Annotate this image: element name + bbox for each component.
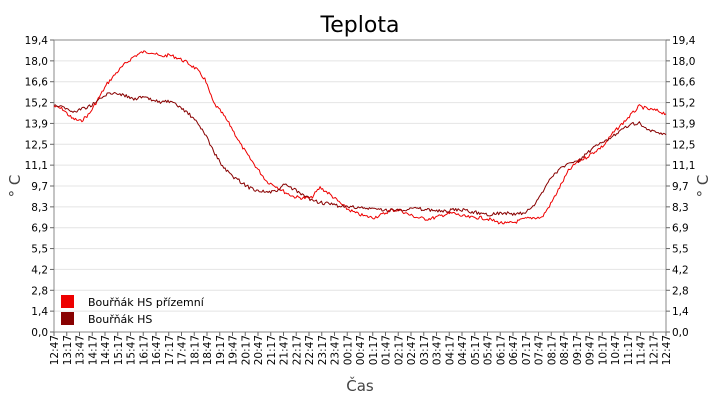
series-layer	[53, 50, 667, 225]
y-tick-label-right: 18,0	[672, 56, 695, 68]
x-tick-label: 12:47	[661, 335, 673, 365]
x-tick-label: 20:47	[253, 335, 265, 365]
y-tick-label-right: 12,5	[672, 139, 695, 151]
x-tick-label: 07:47	[534, 335, 546, 365]
x-tick-label: 00:17	[342, 335, 354, 365]
x-tick-label: 10:17	[597, 335, 609, 365]
x-tick-label: 12:17	[648, 335, 660, 365]
y-tick-label-right: 8,3	[672, 202, 689, 214]
x-tick-label: 14:47	[100, 335, 112, 365]
x-tick-label: 00:47	[355, 335, 367, 365]
x-tick-label: 20:17	[240, 335, 252, 365]
x-tick-label: 16:17	[138, 335, 150, 365]
x-tick-label: 02:47	[406, 335, 418, 365]
y-tick-label: 15,2	[25, 98, 48, 110]
y-tick-label: 9,7	[31, 181, 48, 193]
legend-swatch-1	[61, 295, 74, 308]
x-tick-label: 05:47	[483, 335, 495, 365]
chart-title: Teplota	[320, 13, 400, 38]
y-tick-label-right: 11,1	[672, 160, 695, 172]
y-tick-label: 5,5	[31, 244, 48, 256]
y-tick-label: 12,5	[25, 139, 48, 151]
grid-lines	[54, 60, 666, 312]
x-tick-label: 23:47	[330, 335, 342, 365]
y-tick-label: 8,3	[31, 202, 48, 214]
y-tick-label-right: 6,9	[672, 223, 689, 235]
x-tick-label: 16:47	[151, 335, 163, 365]
x-tick-label: 10:47	[610, 335, 622, 365]
y-tick-label-right: 2,8	[672, 285, 689, 297]
legend-swatch-2	[61, 312, 74, 325]
x-tick-label: 09:47	[585, 335, 597, 365]
x-tick-label: 08:17	[546, 335, 558, 365]
x-tick-label: 18:17	[189, 335, 201, 365]
x-tick-label: 14:17	[87, 335, 99, 365]
x-tick-label: 04:47	[457, 335, 469, 365]
x-tick-label: 17:47	[177, 335, 189, 365]
y-tick-label: 0,0	[31, 327, 48, 339]
y-tick-labels: 0,0 0,0 1,4 1,4 2,8 2,8 4,2 4,2 5,5 5,5 6,9 6,9 8,3 8…	[25, 35, 696, 339]
x-tick-label: 02:17	[393, 335, 405, 365]
y-tick-label: 11,1	[25, 160, 48, 172]
x-tick-label: 22:47	[304, 335, 316, 365]
x-tick-label: 11:17	[623, 335, 635, 365]
x-tick-label: 04:17	[444, 335, 456, 365]
y-tick-label: 19,4	[25, 35, 49, 47]
x-tick-label: 03:17	[419, 335, 431, 365]
x-tick-label: 08:47	[559, 335, 571, 365]
legend-label-2: Bouřňák HS	[88, 313, 152, 326]
y-tick-label-right: 4,2	[672, 264, 689, 276]
x-tick-label: 09:17	[572, 335, 584, 365]
series-line-2	[53, 92, 667, 217]
x-tick-label: 21:17	[266, 335, 278, 365]
y-tick-label: 18,0	[25, 56, 48, 68]
x-tick-label: 12:47	[49, 335, 61, 365]
y-tick-label-right: 16,6	[672, 77, 696, 89]
x-tick-label: 22:17	[291, 335, 303, 365]
x-tick-label: 07:17	[521, 335, 533, 365]
y-tick-label-right: 5,5	[672, 244, 689, 256]
x-axis-label: Čas	[346, 376, 374, 395]
y-tick-label-right: 13,9	[672, 118, 695, 130]
y-tick-label-right: 15,2	[672, 98, 695, 110]
x-tick-label: 19:17	[215, 335, 227, 365]
series-line-1	[53, 50, 667, 225]
x-tick-label: 06:17	[495, 335, 507, 365]
y-tick-label-right: 0,0	[672, 327, 689, 339]
y-tick-label: 6,9	[31, 223, 48, 235]
x-tick-label: 21:47	[279, 335, 291, 365]
x-tick-label: 01:47	[381, 335, 393, 365]
x-tick-label: 17:17	[164, 335, 176, 365]
y-tick-label: 1,4	[31, 306, 48, 318]
x-tick-label: 13:47	[75, 335, 87, 365]
y-tick-label: 13,9	[25, 118, 48, 130]
y-tick-label: 2,8	[31, 285, 48, 297]
y-tick-label-right: 19,4	[672, 35, 696, 47]
x-tick-label: 23:17	[317, 335, 329, 365]
y-tick-label-right: 9,7	[672, 181, 689, 193]
x-tick-label: 06:47	[508, 335, 520, 365]
y-tick-label: 4,2	[31, 264, 48, 276]
y-axis-label-left: ° C	[6, 175, 24, 198]
x-tick-label: 15:47	[126, 335, 138, 365]
x-tick-label: 05:17	[470, 335, 482, 365]
legend-label-1: Bouřňák HS přízemní	[88, 296, 205, 309]
y-tick-label: 16,6	[25, 77, 49, 89]
x-tick-labels: 12:47 13:17 13:47 14:17 14:47 15:17 15:47 16:17…	[49, 332, 673, 365]
x-tick-label: 01:17	[368, 335, 380, 365]
x-tick-label: 11:47	[636, 335, 648, 365]
x-tick-label: 18:47	[202, 335, 214, 365]
x-tick-label: 15:17	[113, 335, 125, 365]
x-tick-label: 19:47	[228, 335, 240, 365]
legend: Bouřňák HS přízemní Bouřňák HS	[61, 295, 205, 326]
y-tick-label-right: 1,4	[672, 306, 689, 318]
y-axis-label-right: ° C	[694, 175, 712, 198]
x-tick-label: 13:17	[62, 335, 74, 365]
x-tick-label: 03:47	[432, 335, 444, 365]
